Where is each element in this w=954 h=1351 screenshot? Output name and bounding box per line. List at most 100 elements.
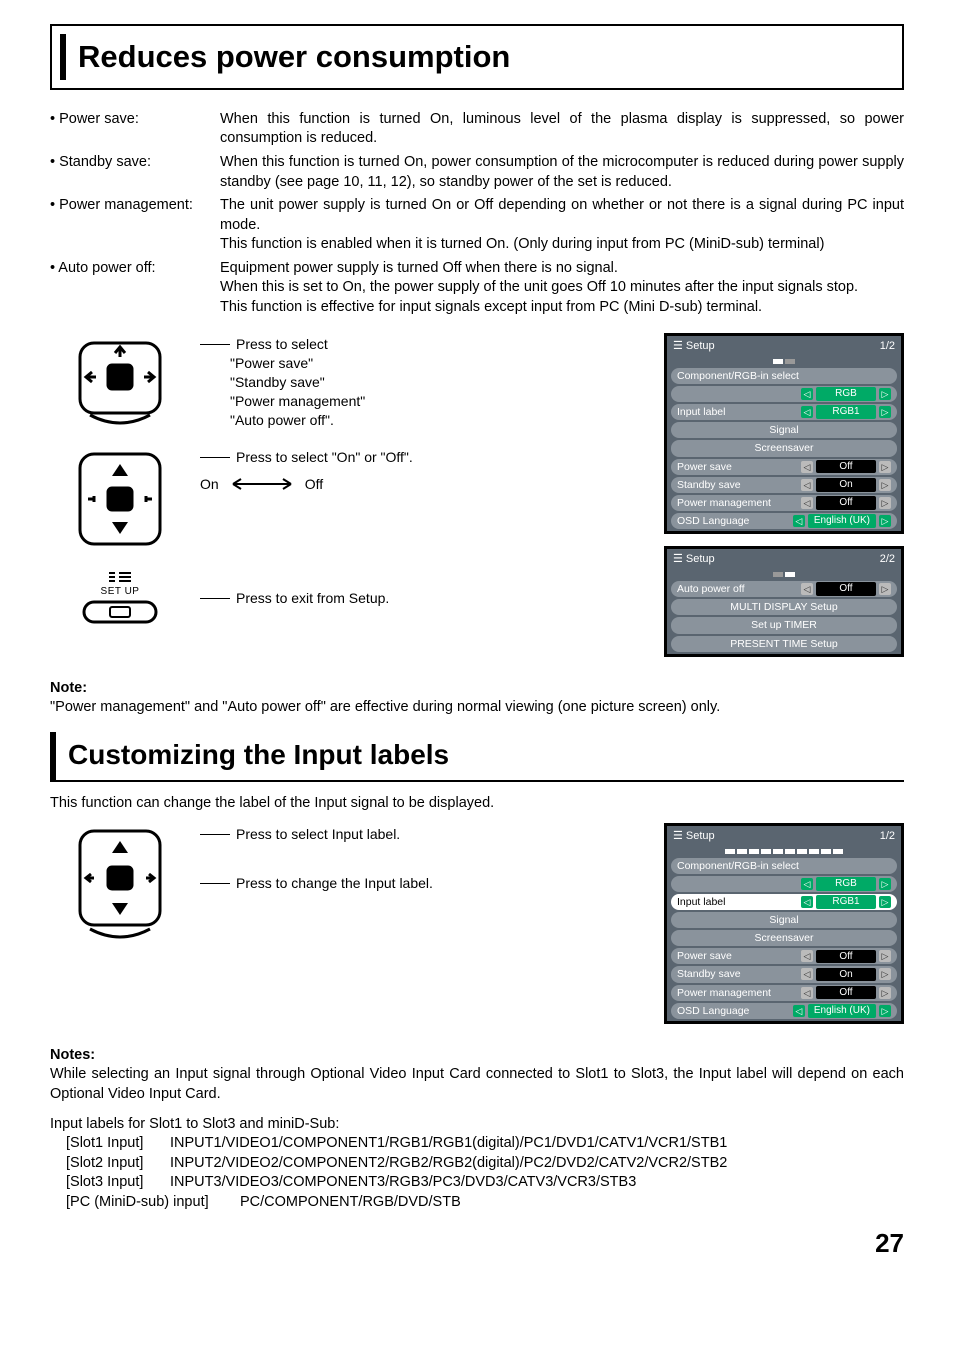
page-number: 27 bbox=[50, 1226, 904, 1261]
osd-left-arrow: ◁ bbox=[801, 968, 813, 980]
select-item-3: "Auto power off". bbox=[200, 411, 531, 430]
cap-change-input-label: Press to change the Input label. bbox=[236, 874, 433, 893]
osd-row: Signal bbox=[671, 422, 897, 438]
osd-setting-value: Off bbox=[816, 986, 876, 1000]
osd-setting-row: Input label ◁RGB1▷ bbox=[671, 404, 897, 420]
osd-full-row: Screensaver bbox=[671, 440, 897, 456]
osd-right-arrow: ▷ bbox=[879, 896, 891, 908]
osd-right-arrow: ▷ bbox=[879, 406, 891, 418]
osd-setting-row: Auto power off◁Off▷ bbox=[671, 581, 897, 597]
section2-title: Customizing the Input labels bbox=[68, 736, 892, 774]
osd-left-arrow: ◁ bbox=[801, 497, 813, 509]
osd-title: ☰ Setup bbox=[673, 552, 715, 567]
input-label-key: [Slot3 Input] bbox=[50, 1173, 170, 1193]
osd-setting-label: OSD Language bbox=[677, 514, 749, 528]
osd-page-indicator: 1/2 bbox=[880, 339, 895, 354]
osd-setting-value: English (UK) bbox=[808, 514, 876, 528]
osd-right-arrow: ▷ bbox=[879, 1005, 891, 1017]
osd-left-arrow: ◁ bbox=[801, 479, 813, 491]
section-title-inner: Reduces power consumption bbox=[60, 34, 894, 80]
osd-setting-label: Power save bbox=[677, 460, 732, 474]
input-label-key: [Slot2 Input] bbox=[50, 1154, 170, 1174]
press-exit-caption: Press to exit from Setup. bbox=[200, 587, 531, 608]
osd-setup-2: ☰ Setup2/2Auto power off◁Off▷MULTI DISPL… bbox=[664, 546, 904, 657]
press-select-caption: Press to select "Power save" "Standby sa… bbox=[200, 333, 531, 429]
osd-setting-label: Input label bbox=[677, 405, 725, 419]
osd-full-row: PRESENT TIME Setup bbox=[671, 636, 897, 652]
osd-column: ☰ Setup1/2Component/RGB-in select◁RGB▷In… bbox=[547, 333, 904, 668]
remote-full-dpad-icon bbox=[50, 823, 190, 950]
osd-left-arrow: ◁ bbox=[801, 583, 813, 595]
osd-row: Signal bbox=[671, 912, 897, 928]
osd-row: Input label◁RGB1▷ bbox=[671, 894, 897, 910]
osd-full-row: Signal bbox=[671, 912, 897, 928]
osd-row: OSD Language◁English (UK)▷ bbox=[671, 513, 897, 529]
cap-select-input-label: Press to select Input label. bbox=[236, 825, 400, 844]
press-onoff-caption: Press to select "On" or "Off". On Off bbox=[200, 446, 531, 494]
osd-setting-value: Off bbox=[816, 496, 876, 510]
osd-left-arrow: ◁ bbox=[801, 406, 813, 418]
osd-setting-value: On bbox=[816, 968, 876, 982]
osd-setup-1: ☰ Setup1/2Component/RGB-in select◁RGB▷In… bbox=[664, 333, 904, 534]
section2-captions: Press to select Input label. Press to ch… bbox=[200, 823, 531, 893]
osd-row: Power management◁Off▷ bbox=[671, 985, 897, 1001]
input-label-value: INPUT1/VIDEO1/COMPONENT1/RGB1/RGB1(digit… bbox=[170, 1134, 904, 1154]
osd-right-arrow: ▷ bbox=[879, 497, 891, 509]
osd-row: Power management◁Off▷ bbox=[671, 495, 897, 511]
osd-setting-row: Power save◁Off▷ bbox=[671, 459, 897, 475]
osd-left-arrow: ◁ bbox=[793, 1005, 805, 1017]
osd-setting-row: OSD Language◁English (UK)▷ bbox=[671, 513, 897, 529]
on-label: On bbox=[200, 475, 219, 494]
osd-row: Screensaver bbox=[671, 440, 897, 456]
osd-left-arrow: ◁ bbox=[801, 950, 813, 962]
input-label-row: [Slot1 Input]INPUT1/VIDEO1/COMPONENT1/RG… bbox=[50, 1134, 904, 1154]
osd-setting-label: Standby save bbox=[677, 967, 741, 981]
osd-full-row: MULTI DISPLAY Setup bbox=[671, 599, 897, 615]
osd-left-arrow: ◁ bbox=[801, 987, 813, 999]
osd-right-arrow: ▷ bbox=[879, 388, 891, 400]
osd-row: PRESENT TIME Setup bbox=[671, 636, 897, 652]
select-item-0: "Power save" bbox=[200, 354, 531, 373]
off-label: Off bbox=[305, 475, 323, 494]
label-val-pc: PC/COMPONENT/RGB/DVD/STB bbox=[240, 1193, 461, 1213]
remote-updown-icon bbox=[50, 446, 190, 563]
note-text: "Power management" and "Auto power off" … bbox=[50, 699, 720, 715]
osd-full-row: Set up TIMER bbox=[671, 617, 897, 633]
def-text: The unit power supply is turned On or Of… bbox=[220, 194, 904, 257]
press-onoff-text: Press to select "On" or "Off". bbox=[236, 448, 413, 467]
double-arrow-icon bbox=[227, 476, 297, 492]
osd-row: Power save◁Off▷ bbox=[671, 948, 897, 964]
section2-remote: Press to select Input label. Press to ch… bbox=[50, 823, 531, 1036]
osd-setting-label: Standby save bbox=[677, 478, 741, 492]
osd-row: Component/RGB-in select bbox=[671, 858, 897, 874]
osd-setting-value: RGB1 bbox=[816, 405, 876, 419]
osd-setting-row: Standby save◁On▷ bbox=[671, 477, 897, 493]
def-text: Equipment power supply is turned Off whe… bbox=[220, 257, 904, 320]
osd-setting-value: Off bbox=[816, 460, 876, 474]
osd-row: Input label ◁RGB1▷ bbox=[671, 404, 897, 420]
input-label-key: [Slot1 Input] bbox=[50, 1134, 170, 1154]
osd-row: OSD Language◁English (UK)▷ bbox=[671, 1003, 897, 1019]
osd-tabs bbox=[667, 570, 901, 579]
section1-title: Reduces power consumption bbox=[78, 36, 882, 78]
osd-full-row: Screensaver bbox=[671, 930, 897, 946]
osd-setting-value: On bbox=[816, 478, 876, 492]
osd-left-arrow: ◁ bbox=[801, 878, 813, 890]
osd-row: ◁RGB▷ bbox=[671, 876, 897, 892]
definitions-table: • Power save:When this function is turne… bbox=[50, 108, 904, 320]
note-block: Note: "Power management" and "Auto power… bbox=[50, 679, 904, 718]
section2-title-frame: Customizing the Input labels bbox=[50, 732, 904, 782]
osd-setting-value: RGB bbox=[816, 387, 876, 401]
osd-setting-value: English (UK) bbox=[808, 1004, 876, 1018]
osd-left-arrow: ◁ bbox=[801, 388, 813, 400]
osd-setup-3: ☰ Setup1/2Component/RGB-in select◁RGB▷In… bbox=[664, 823, 904, 1024]
input-label-row: [Slot2 Input]INPUT2/VIDEO2/COMPONENT2/RG… bbox=[50, 1154, 904, 1174]
osd-right-arrow: ▷ bbox=[879, 950, 891, 962]
label-key-pc: [PC (MiniD-sub) input] bbox=[50, 1193, 240, 1213]
menu-lines-icon bbox=[105, 569, 135, 585]
input-label-row: [Slot3 Input]INPUT3/VIDEO3/COMPONENT3/RG… bbox=[50, 1173, 904, 1193]
def-label: • Standby save: bbox=[50, 151, 220, 194]
def-text: When this function is turned On, power c… bbox=[220, 151, 904, 194]
notes-heading: Notes: bbox=[50, 1047, 95, 1063]
input-label-value: INPUT3/VIDEO3/COMPONENT3/RGB3/PC3/DVD3/C… bbox=[170, 1173, 904, 1193]
